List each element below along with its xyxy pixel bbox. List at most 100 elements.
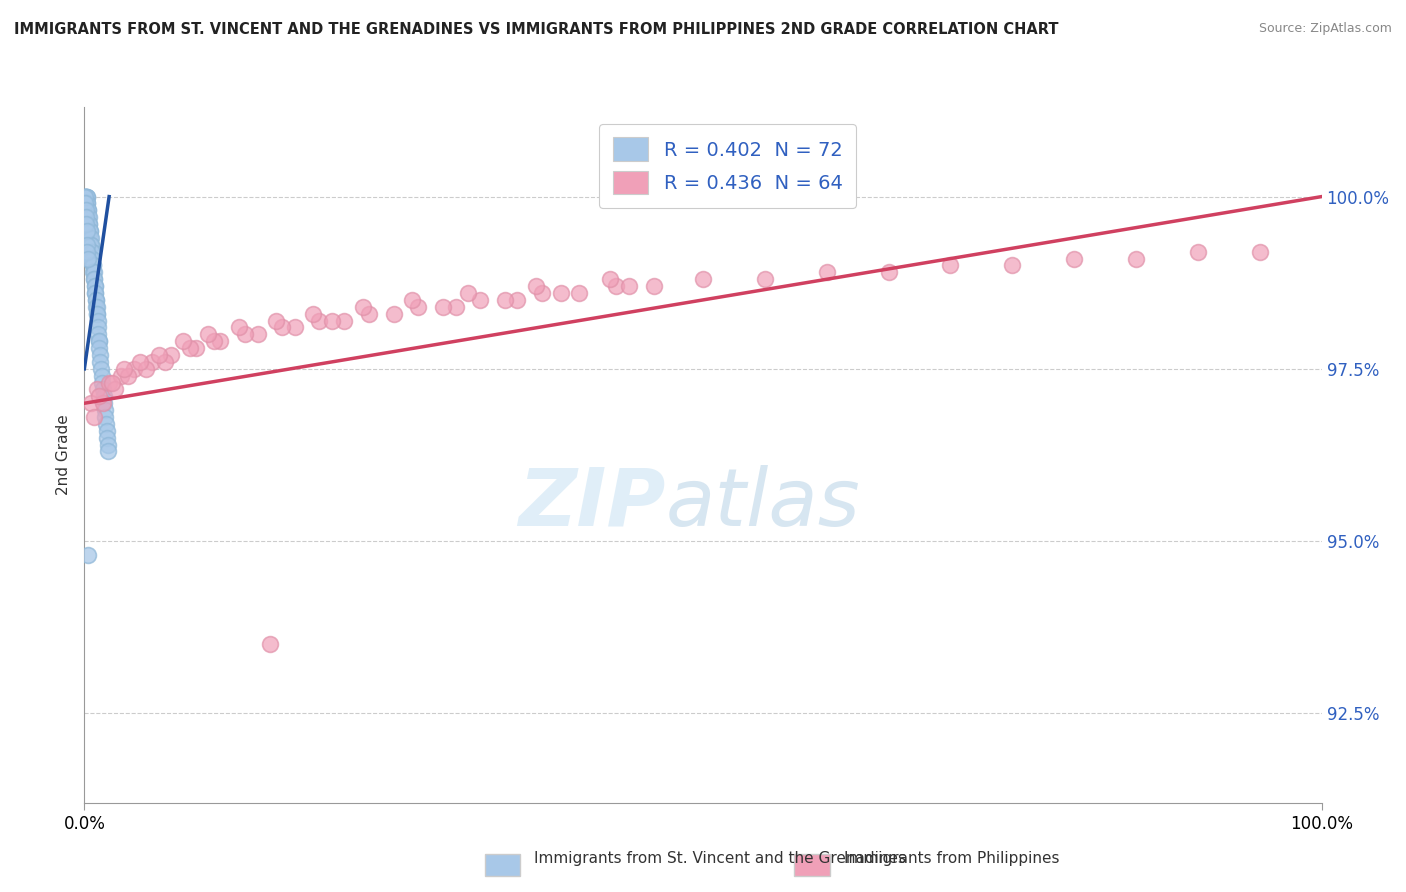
Point [93, 389, 115, 403]
Y-axis label: 2nd Grade: 2nd Grade [56, 415, 72, 495]
Point [308, 313, 330, 327]
Point [90, 368, 112, 383]
Point [76, 196, 98, 211]
Point [1187, 244, 1209, 259]
Point [87, 313, 110, 327]
Point [82, 259, 104, 273]
Point [605, 279, 627, 293]
Text: Immigrants from St. Vincent and the Grenadines: Immigrants from St. Vincent and the Gren… [534, 852, 907, 866]
Point [93, 396, 115, 410]
Point [1063, 252, 1085, 266]
Point [80, 244, 103, 259]
Point [246, 327, 269, 342]
Point [75, 217, 97, 231]
Point [87, 327, 110, 342]
Point [75, 189, 97, 203]
Point [877, 265, 900, 279]
Point [112, 361, 135, 376]
Point [79, 217, 101, 231]
Point [531, 286, 554, 301]
Point [97, 444, 120, 458]
Point [87, 334, 110, 349]
Point [79, 224, 101, 238]
Point [83, 272, 105, 286]
Point [87, 334, 110, 349]
Point [84, 286, 107, 301]
Point [233, 327, 256, 342]
Point [80, 237, 103, 252]
Point [86, 300, 108, 314]
Point [117, 368, 139, 383]
Point [83, 272, 105, 286]
Point [83, 279, 105, 293]
Point [815, 265, 838, 279]
Point [77, 211, 100, 225]
Point [333, 313, 356, 327]
Point [179, 341, 201, 355]
Point [91, 383, 114, 397]
Point [494, 293, 516, 307]
Point [197, 327, 219, 342]
Point [80, 237, 103, 252]
Legend: R = 0.402  N = 72, R = 0.436  N = 64: R = 0.402 N = 72, R = 0.436 N = 64 [599, 124, 856, 208]
Point [84, 286, 107, 301]
Point [83, 410, 105, 425]
Point [408, 300, 430, 314]
Point [617, 279, 640, 293]
Point [89, 355, 111, 369]
Point [228, 320, 250, 334]
Text: IMMIGRANTS FROM ST. VINCENT AND THE GRENADINES VS IMMIGRANTS FROM PHILIPPINES 2N: IMMIGRANTS FROM ST. VINCENT AND THE GREN… [14, 22, 1059, 37]
Point [75, 196, 97, 211]
Point [76, 237, 98, 252]
Point [160, 348, 183, 362]
Point [75, 211, 97, 225]
Point [91, 376, 114, 390]
Point [271, 320, 294, 334]
Point [1249, 244, 1271, 259]
Point [75, 189, 97, 203]
Point [77, 548, 100, 562]
Point [184, 341, 207, 355]
Point [86, 307, 108, 321]
Point [122, 361, 145, 376]
Point [84, 293, 107, 307]
Point [550, 286, 572, 301]
Point [110, 368, 132, 383]
Point [75, 189, 97, 203]
Point [89, 389, 111, 403]
Point [83, 279, 105, 293]
Point [91, 396, 114, 410]
Point [90, 361, 112, 376]
Point [77, 211, 100, 225]
Point [172, 334, 194, 349]
Point [80, 244, 103, 259]
Point [98, 376, 121, 390]
Point [82, 265, 104, 279]
Point [382, 307, 405, 321]
Point [82, 252, 104, 266]
Point [87, 320, 110, 334]
Point [135, 361, 157, 376]
Point [457, 286, 479, 301]
Text: atlas: atlas [666, 465, 860, 542]
Point [79, 396, 101, 410]
Point [357, 307, 380, 321]
Point [82, 259, 104, 273]
Point [86, 307, 108, 321]
Point [432, 300, 454, 314]
Point [75, 189, 97, 203]
Point [153, 355, 176, 369]
Point [79, 231, 101, 245]
Point [754, 272, 776, 286]
Point [506, 293, 529, 307]
Point [129, 355, 152, 369]
Point [202, 334, 225, 349]
Point [599, 272, 621, 286]
Point [470, 293, 492, 307]
Point [80, 252, 103, 266]
Point [94, 403, 117, 417]
Point [75, 203, 97, 218]
Point [321, 313, 343, 327]
Point [401, 293, 423, 307]
Point [96, 431, 118, 445]
